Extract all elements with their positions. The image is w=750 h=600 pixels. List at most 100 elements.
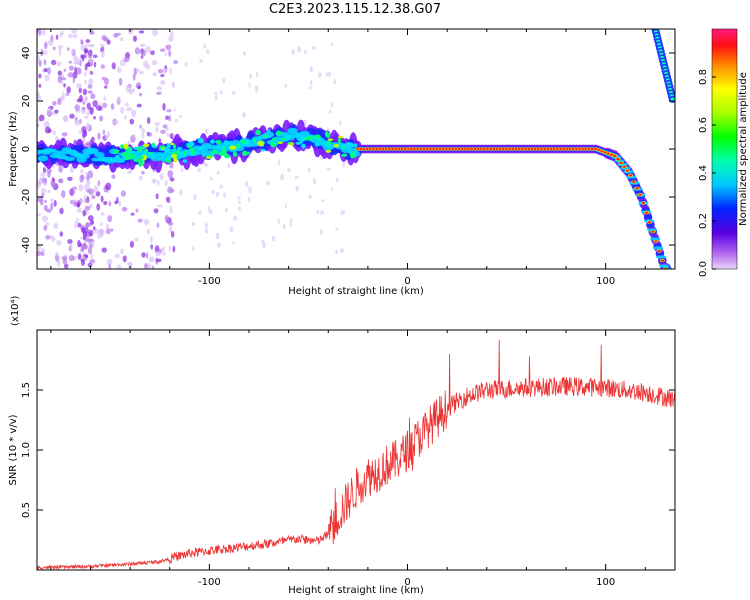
spectrogram-ridge-blob	[190, 150, 196, 155]
spectrogram-noise-point	[50, 59, 57, 66]
spectrogram-noise-point	[255, 70, 259, 78]
spectrogram-noise-point	[134, 237, 139, 242]
spectrogram-ridge-blob	[333, 144, 339, 148]
spectrogram-noise-point	[198, 210, 202, 215]
spectrogram-axes: -100 0 100 -40 -20 0 20 40	[21, 29, 675, 287]
spectrogram-noise-point	[47, 40, 54, 46]
spectrogram-ridge-blob	[173, 156, 178, 163]
spectrogram-noise-point	[103, 96, 107, 101]
spectrogram-noise-point	[215, 232, 220, 240]
spectrogram-noise-point	[135, 208, 139, 213]
spectrogram-noise-point	[161, 246, 166, 252]
spectrogram-noise-point	[59, 231, 64, 237]
spectrogram-noise-point	[245, 180, 249, 188]
spectrogram-noise-point	[184, 61, 188, 67]
spectrogram-ridge-inner	[299, 130, 310, 136]
spectrogram-ridge-blob	[235, 143, 241, 149]
spectrogram-noise-point	[90, 253, 93, 261]
spectrogram-ridge-blob	[166, 155, 171, 161]
spectrogram-ridge-blob	[137, 146, 143, 153]
spectrogram-ridge-blob	[301, 143, 306, 149]
snr-multiplier: (x10⁴)	[10, 295, 21, 326]
spectrogram-noise-point	[153, 208, 159, 214]
spectrogram-noise-point	[120, 248, 124, 255]
spectrogram-noise-point	[192, 246, 195, 252]
spectrogram-xtick-label: -100	[198, 276, 221, 287]
spectrogram-noise-point	[247, 196, 251, 203]
spectrogram-noise-point	[165, 115, 169, 120]
spectrogram-noise-point	[157, 204, 163, 208]
spectrogram-ridge-core	[635, 187, 639, 190]
spectrogram-noise-point	[139, 124, 142, 129]
spectrogram-ridge-inner	[114, 158, 126, 164]
spectrogram-noise-point	[204, 128, 209, 135]
spectrogram-noise-point	[85, 43, 90, 48]
spectrogram-noise-point	[169, 177, 175, 182]
spectrogram-noise-point	[325, 72, 330, 77]
spectrogram-ridge-blob	[304, 137, 308, 141]
spectrogram-noise-point	[87, 51, 93, 59]
spectrogram-noise-point	[158, 137, 162, 144]
spectrogram-noise-point	[69, 113, 75, 119]
spectrogram-noise-point	[162, 102, 166, 111]
spectrogram-ridge-blob	[341, 153, 348, 157]
spectrogram-noise-point	[87, 83, 93, 89]
spectrogram-ridge-blob	[262, 134, 268, 139]
spectrogram-ridge-blob	[229, 145, 236, 150]
spectrogram-noise-point	[59, 31, 63, 38]
spectrogram-noise-point	[233, 215, 237, 221]
spectrogram-noise-point	[74, 119, 80, 126]
spectrogram-noise-point	[141, 127, 145, 135]
spectrogram-noise-point	[150, 236, 153, 244]
spectrogram-noise-point	[203, 43, 206, 49]
spectrogram-ridge-inner	[88, 148, 99, 154]
snr-plot-area	[37, 339, 675, 570]
spectrogram-noise-point	[99, 115, 104, 122]
spectrogram-noise-point	[52, 46, 56, 51]
spectrogram-noise-point	[87, 246, 93, 255]
spectrogram-noise-point	[215, 191, 220, 197]
spectrogram-noise-point	[284, 83, 288, 88]
spectrogram-noise-point	[214, 91, 218, 96]
snr-ytick-label: 0.5	[21, 502, 32, 518]
spectrogram-noise-point	[180, 168, 184, 172]
spectrogram-noise-point	[127, 261, 133, 266]
spectrogram-noise-point	[116, 66, 122, 73]
spectrogram-noise-point	[138, 30, 145, 34]
spectrogram-noise-point	[261, 239, 265, 244]
spectrogram-noise-point	[137, 85, 141, 90]
spectrogram-noise-point	[123, 56, 130, 63]
spectrogram-noise-point	[242, 112, 246, 118]
spectrogram-noise-point	[308, 194, 312, 200]
spectrogram-ridge-blob	[175, 149, 181, 154]
snr-axes: -100 0 100 0.5 1.0 1.5	[21, 330, 675, 588]
colorbar-tick-label: 0.4	[698, 165, 709, 181]
spectrogram-noise-point	[41, 29, 46, 36]
spectrogram-ridge-inner	[94, 152, 105, 158]
spectrogram-noise-point	[148, 256, 155, 263]
spectrogram-noise-point	[160, 129, 166, 134]
spectrogram-noise-point	[129, 118, 135, 125]
snr-xtick-label: 0	[404, 577, 410, 588]
spectrogram-ytick-label: 20	[21, 95, 32, 108]
spectrogram-noise-point	[168, 49, 172, 57]
spectrogram-ridge-core	[638, 193, 642, 196]
spectrogram-noise-point	[102, 129, 106, 135]
spectrogram-ridge-blob	[246, 151, 251, 155]
spectrogram-ridge-core	[651, 230, 655, 233]
spectrogram-noise-point	[38, 29, 42, 37]
colorbar-ticks: 0.0 0.2 0.4 0.6 0.8	[698, 69, 716, 277]
spectrogram-upper-branch-core	[670, 97, 675, 102]
spectrogram-ridge-blob	[271, 137, 276, 141]
spectrogram-noise-point	[72, 186, 77, 190]
spectrogram-noise-point	[92, 226, 96, 231]
spectrogram-noise-point	[47, 107, 52, 112]
spectrogram-noise-point	[147, 132, 153, 137]
spectrogram-noise-point	[67, 33, 74, 39]
spectrogram-noise-point	[47, 66, 51, 75]
spectrogram-ridge-blob	[148, 152, 153, 155]
spectrogram-noise-point	[191, 221, 196, 227]
spectrogram-noise-point	[168, 115, 172, 122]
spectrogram-noise-point	[87, 215, 94, 222]
spectrogram-ridge-core	[647, 221, 652, 224]
